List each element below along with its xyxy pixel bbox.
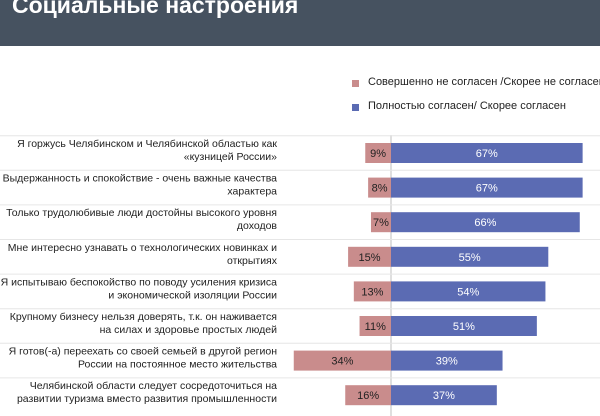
category-label: Челябинской области следует сосредоточит… xyxy=(17,380,277,405)
bar-agree xyxy=(391,385,497,406)
category-label-line: Я испытываю беспокойство по поводу усиле… xyxy=(1,276,278,288)
data-label-disagree: 34% xyxy=(331,356,353,368)
category-label: Я готов(-а) переехать со своей семьей в … xyxy=(9,346,278,371)
category-label-line: открытиях xyxy=(227,255,278,267)
bar-agree xyxy=(391,143,583,163)
page-header: Социальные настроения xyxy=(0,0,600,46)
category-label-line: Крупному бизнесу нельзя доверять, т.к. о… xyxy=(10,311,277,323)
category-label-line: на силах и здоровье простых людей xyxy=(100,324,277,336)
category-label: Крупному бизнесу нельзя доверять, т.к. о… xyxy=(10,311,277,336)
data-label-disagree: 9% xyxy=(370,148,386,160)
bar-agree xyxy=(391,350,503,371)
data-label-disagree: 13% xyxy=(361,286,383,298)
category-label-line: характера xyxy=(227,186,277,198)
bar-disagree xyxy=(370,212,391,233)
category-label-line: Я горжусь Челябинском и Челябинской обла… xyxy=(17,138,277,150)
bar-agree xyxy=(391,212,580,233)
legend-label-agree: Полностью согласен/ Скорее согласен xyxy=(368,100,566,112)
category-label-line: Мне интересно узнавать о технологических… xyxy=(8,242,277,254)
data-label-agree: 67% xyxy=(476,183,498,195)
bar-disagree xyxy=(359,316,391,336)
category-label-line: развитии туризма вместо развития промышл… xyxy=(17,393,277,405)
category-label-line: Челябинской области следует сосредоточит… xyxy=(30,380,277,392)
category-label-line: Выдержанность и спокойствие - очень важн… xyxy=(3,173,278,185)
data-label-disagree: 16% xyxy=(357,390,379,402)
category-label: Выдержанность и спокойствие - очень важн… xyxy=(3,173,278,198)
data-label-disagree: 11% xyxy=(365,321,386,333)
data-label-agree: 54% xyxy=(457,286,479,298)
data-label-agree: 55% xyxy=(459,252,481,264)
bar-agree xyxy=(391,177,583,198)
bar-disagree xyxy=(348,246,391,267)
bar-disagree xyxy=(368,177,391,198)
data-label-agree: 39% xyxy=(436,356,458,368)
legend-swatch-disagree xyxy=(352,80,359,87)
legend-label-disagree: Совершенно не согласен /Скорее не соглас… xyxy=(368,76,600,88)
category-label-line: Только трудолюбивые люди достойны высоко… xyxy=(6,207,277,219)
data-label-agree: 66% xyxy=(474,217,496,229)
category-label-line: России на постоянное место жительства xyxy=(78,359,277,371)
bar-agree xyxy=(391,281,546,302)
page-title: Социальные настроения xyxy=(12,0,299,18)
category-label-line: «кузницей России» xyxy=(184,151,277,163)
data-label-disagree: 7% xyxy=(373,217,389,229)
category-label-line: доходов xyxy=(237,220,278,232)
data-label-agree: 51% xyxy=(453,321,475,333)
data-label-agree: 37% xyxy=(433,390,455,402)
category-label: Мне интересно узнавать о технологических… xyxy=(8,242,278,267)
data-label-disagree: 8% xyxy=(372,183,388,195)
bar-agree xyxy=(391,316,537,336)
data-label-agree: 67% xyxy=(476,148,498,160)
category-label: Только трудолюбивые люди достойны высоко… xyxy=(6,207,277,232)
bar-disagree xyxy=(293,350,391,371)
category-label-line: и экономической изоляции России xyxy=(108,289,277,301)
category-label: Я горжусь Челябинском и Челябинской обла… xyxy=(17,138,277,163)
bar-disagree xyxy=(345,385,391,406)
bar-disagree xyxy=(353,281,391,302)
category-label: Я испытываю беспокойство по поводу усиле… xyxy=(1,276,278,301)
legend-swatch-agree xyxy=(352,104,359,111)
bar-disagree xyxy=(365,143,391,163)
data-label-disagree: 15% xyxy=(359,252,381,264)
category-label-line: Я готов(-а) переехать со своей семьей в … xyxy=(9,346,278,358)
bar-agree xyxy=(391,246,549,267)
